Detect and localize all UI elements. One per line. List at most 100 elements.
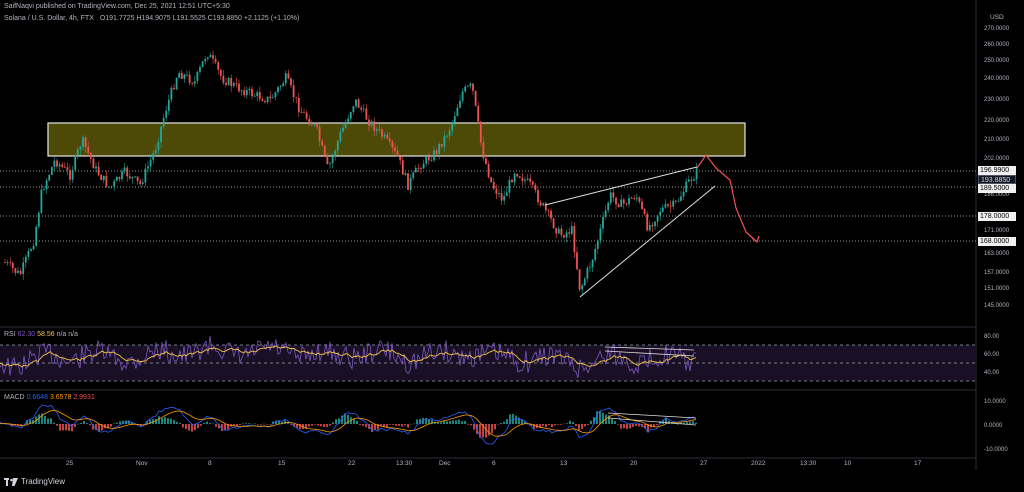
candle-body — [284, 73, 287, 84]
candle-body — [625, 203, 628, 205]
macd-histogram-bar — [308, 424, 310, 427]
macd-histogram-bar — [488, 424, 490, 436]
projection-path[interactable] — [696, 153, 758, 243]
price-tick: 220.0000 — [984, 118, 1010, 124]
candle-body — [162, 117, 165, 127]
macd-histogram-bar — [401, 424, 403, 427]
signal-line[interactable] — [0, 409, 697, 437]
macd-histogram-bar — [569, 420, 571, 424]
candle-body — [282, 83, 285, 87]
macd-histogram-bar — [89, 424, 91, 426]
candle-body — [659, 211, 662, 216]
candle-body — [474, 90, 477, 106]
rsi-legend[interactable]: RSI 62.30 58.56 n/a n/a — [4, 331, 78, 338]
macd-histogram-bar — [542, 424, 544, 426]
candle-body — [134, 176, 136, 178]
candle-body — [27, 250, 30, 257]
candle-body — [695, 168, 698, 180]
macd-histogram-bar — [629, 424, 631, 429]
candle-body — [508, 179, 511, 193]
candle-body — [513, 173, 516, 183]
macd-histogram-bar — [446, 421, 448, 424]
macd-histogram-bar — [248, 423, 250, 424]
candle-body — [240, 90, 243, 92]
macd-histogram-bar — [605, 414, 607, 424]
rsi-divergence-line-bottom[interactable] — [604, 350, 695, 357]
macd-histogram-bar — [392, 424, 394, 425]
price-tick: 270.0000 — [984, 26, 1010, 32]
rsi-line[interactable] — [0, 335, 697, 379]
macd-line[interactable] — [0, 404, 697, 445]
candle-body — [487, 164, 490, 178]
candle-body — [266, 96, 269, 103]
candle-body — [381, 129, 383, 137]
macd-histogram-bar — [218, 424, 220, 429]
candle-body — [43, 189, 45, 191]
price-tick: 260.0000 — [984, 42, 1010, 48]
candle-body — [279, 86, 282, 88]
macd-divergence-line-top[interactable] — [607, 412, 697, 419]
candle-body — [149, 159, 152, 167]
macd-legend[interactable]: MACD 0.6648 3.6578 2.9931 — [4, 394, 95, 401]
candle-body — [451, 122, 454, 131]
macd-histogram-bar — [572, 421, 574, 424]
candle-body — [401, 160, 404, 175]
candle-body — [409, 177, 412, 190]
candle-body — [69, 170, 71, 180]
candle-body — [243, 90, 246, 96]
macd-histogram-bar — [440, 422, 442, 424]
candle-body — [599, 228, 602, 241]
macd-histogram-bar — [299, 424, 301, 430]
candle-body — [339, 131, 342, 142]
macd-histogram-bar — [107, 424, 109, 429]
wedge-upper-line[interactable] — [544, 166, 698, 206]
rsi-divergence-line-top[interactable] — [604, 346, 695, 351]
candle-body — [154, 149, 157, 154]
candle-body — [485, 158, 487, 165]
candle-body — [685, 181, 688, 192]
candlestick-series[interactable] — [4, 50, 698, 295]
macd-histogram-bar — [50, 418, 52, 424]
macd-histogram-bar — [56, 424, 58, 426]
candle-body — [258, 92, 261, 100]
candle-body — [412, 172, 415, 178]
macd-histogram-bar — [608, 415, 610, 424]
candle-body — [578, 269, 581, 290]
macd-histogram[interactable] — [0, 411, 697, 438]
candle-body — [271, 97, 274, 99]
macd-histogram-bar — [26, 420, 28, 424]
candle-body — [604, 210, 607, 217]
symbol-title[interactable]: Solana / U.S. Dollar, 4h, FTX — [4, 15, 94, 22]
rsi-ma-line[interactable] — [0, 345, 697, 368]
macd-histogram-bar — [260, 424, 262, 425]
candle-body — [108, 186, 110, 188]
wedge-lower-line[interactable] — [579, 185, 716, 298]
candle-body — [37, 212, 40, 227]
macd-histogram-bar — [296, 424, 298, 429]
candle-body — [277, 87, 279, 93]
candle-body — [300, 112, 303, 114]
candle-body — [342, 127, 344, 132]
candle-body — [222, 75, 225, 83]
candle-body — [591, 259, 594, 268]
time-tick: 25 — [66, 460, 74, 467]
candle-body — [503, 195, 506, 201]
candle-body — [534, 184, 537, 191]
macd-histogram-bar — [647, 424, 649, 432]
candle-body — [565, 232, 568, 238]
price-tick: 151.0000 — [984, 286, 1010, 292]
macd-histogram-bar — [44, 415, 46, 424]
macd-histogram-bar — [110, 424, 112, 427]
candle-body — [583, 278, 586, 286]
macd-divergence-line-bottom[interactable] — [607, 417, 697, 426]
tradingview-logo[interactable]: TradingView — [4, 477, 65, 486]
candle-body — [274, 92, 277, 98]
resistance-zone[interactable] — [47, 122, 746, 157]
candle-body — [459, 100, 461, 108]
candle-body — [654, 221, 656, 227]
macd-histogram-bar — [167, 418, 169, 424]
macd-histogram-bar — [506, 419, 508, 424]
candle-body — [596, 240, 599, 249]
candle-body — [253, 95, 256, 97]
